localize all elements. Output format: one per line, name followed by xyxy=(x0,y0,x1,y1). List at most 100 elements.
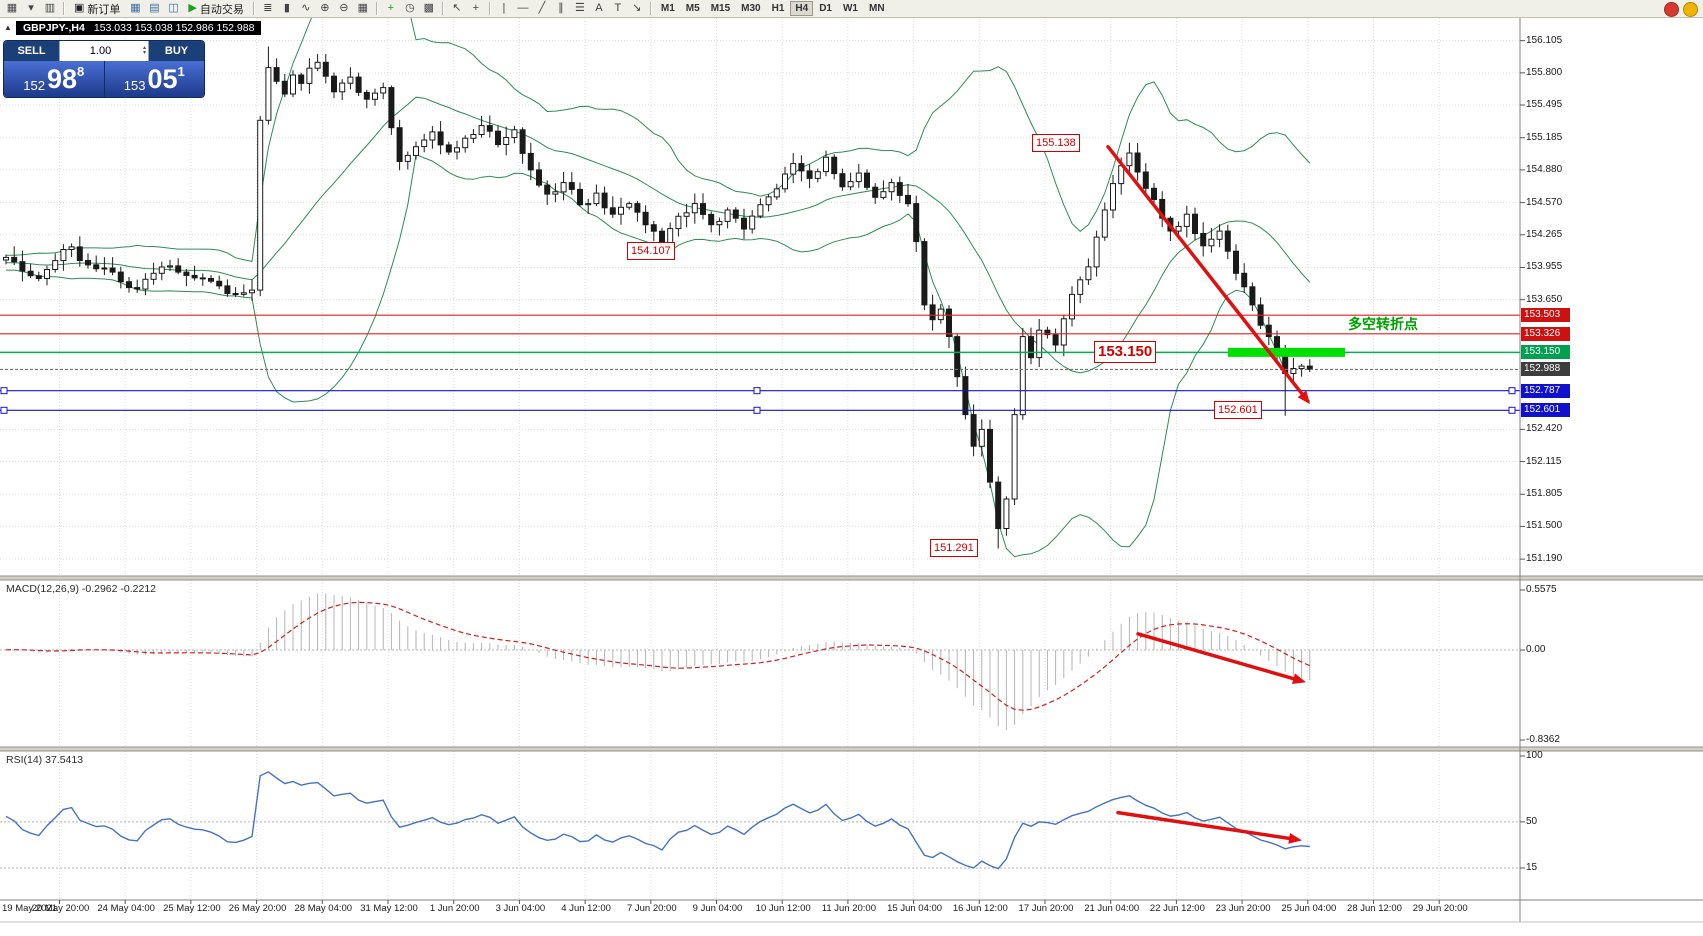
toolbar-trendline-tool-icon[interactable]: ╱ xyxy=(533,1,551,17)
toolbar-account-icon[interactable] xyxy=(1683,2,1698,17)
toolbar-market-watch-icon[interactable]: ▦ xyxy=(126,1,144,17)
sell-price[interactable]: 152 98 8 xyxy=(4,61,105,97)
volume-up-icon[interactable]: ▴ xyxy=(142,45,146,51)
toolbar: ▦ ▾ ▥ ▣ 新订单 ▦ ▤ ◫ ▶ 自动交易 ≣ ▮ ∿ ⊕ ⊖ ▦ + ◷ ▩ ↖ + | ― ╱ ∥ ☰ A T ↘ M1 M5 M1… xyxy=(0,0,1703,18)
new-chart-icon: ▦ xyxy=(6,2,18,14)
toolbar-arrows-tool-icon[interactable]: ↘ xyxy=(628,1,646,17)
toolbar-new-chart-icon[interactable]: ▦ xyxy=(3,1,21,17)
line-handle[interactable] xyxy=(1508,406,1516,414)
line-handle[interactable] xyxy=(0,406,8,414)
line-handle[interactable] xyxy=(1508,387,1516,395)
toolbar-bar-chart-mode-icon[interactable]: ≣ xyxy=(259,1,277,17)
toolbar-separator xyxy=(441,2,444,15)
timeframe-H1[interactable]: H1 xyxy=(767,1,790,16)
periods-dropdown-icon: ◷ xyxy=(405,2,415,14)
toolbar-separator xyxy=(649,2,652,15)
toolbar-separator xyxy=(375,2,378,15)
sell-price-big: 98 xyxy=(46,64,77,94)
highlight-zone[interactable] xyxy=(1228,347,1345,357)
volume-field: ▴▾ xyxy=(59,41,149,61)
toolbar-navigator-icon[interactable]: ◫ xyxy=(164,1,182,17)
candlestick-mode-icon: ▮ xyxy=(283,2,290,14)
rsi-line xyxy=(5,771,1310,870)
timeframe-M15[interactable]: M15 xyxy=(706,1,735,16)
toolbar-vertical-line-tool-icon[interactable]: | xyxy=(495,1,513,17)
line-handle[interactable] xyxy=(0,387,8,395)
volume-down-icon[interactable]: ▾ xyxy=(142,50,146,56)
toolbar-separator xyxy=(63,2,65,15)
rsi-arrow[interactable] xyxy=(1116,810,1302,844)
buy-button[interactable]: BUY xyxy=(149,41,204,61)
toolbar-autotrading-button[interactable]: ▶ 自动交易 xyxy=(183,1,248,17)
navigator-icon: ◫ xyxy=(168,2,179,14)
toolbar-tile-windows-icon[interactable]: ▦ xyxy=(354,1,372,17)
macd-arrow[interactable] xyxy=(1136,632,1306,684)
sell-price-prefix: 152 xyxy=(23,78,45,93)
toolbar-text-tool-icon[interactable]: A xyxy=(590,1,608,17)
templates-icon: ▩ xyxy=(423,2,435,14)
horizontal-line-tool-icon: ― xyxy=(517,2,529,14)
toolbar-community-icon[interactable] xyxy=(1664,2,1679,17)
new-order-icon: ▣ xyxy=(74,2,85,14)
buy-price-sup: 1 xyxy=(177,64,185,79)
toolbar-chart-dropdown-icon[interactable]: ▾ xyxy=(22,1,40,17)
toolbar-candlestick-mode-icon[interactable]: ▮ xyxy=(278,1,296,17)
timeframe-W1[interactable]: W1 xyxy=(838,1,863,16)
arrows-tool-icon: ↘ xyxy=(632,2,642,14)
toolbar-new-order-button[interactable]: ▣ 新订单 xyxy=(69,1,125,17)
toolbar-line-chart-mode-icon[interactable]: ∿ xyxy=(297,1,315,17)
channel-tool-icon: ∥ xyxy=(558,2,564,14)
toolbar-horizontal-line-tool-icon[interactable]: ― xyxy=(514,1,532,17)
market-watch-icon: ▦ xyxy=(130,2,141,14)
line-handle[interactable] xyxy=(753,387,761,395)
line-chart-mode-icon: ∿ xyxy=(301,2,311,14)
toolbar-data-window-icon[interactable]: ▤ xyxy=(145,1,163,17)
toolbar-channel-tool-icon[interactable]: ∥ xyxy=(552,1,570,17)
toolbar-indicators-add-icon[interactable]: + xyxy=(382,1,400,17)
timeframe-M1[interactable]: M1 xyxy=(656,1,680,16)
line-handle[interactable] xyxy=(753,406,761,414)
bar-chart-mode-icon: ≣ xyxy=(263,2,273,14)
autotrading-icon: ▶ xyxy=(188,2,197,14)
buy-price-prefix: 153 xyxy=(123,78,146,93)
timeframe-M30[interactable]: M30 xyxy=(736,1,765,16)
timeframe-M5[interactable]: M5 xyxy=(681,1,705,16)
toolbar-label-tool-icon[interactable]: T xyxy=(609,1,627,17)
toolbar-templates-icon[interactable]: ▩ xyxy=(420,1,438,17)
toolbar-periods-dropdown-icon[interactable]: ◷ xyxy=(401,1,419,17)
fibonacci-tool-icon: ☰ xyxy=(574,2,585,14)
data-window-icon: ▤ xyxy=(149,2,160,14)
tile-windows-icon: ▦ xyxy=(357,2,369,14)
chart-dropdown-icon: ▾ xyxy=(28,2,34,14)
toolbar-zoom-out-icon[interactable]: ⊖ xyxy=(335,1,353,17)
cursor-tool-icon: ↖ xyxy=(452,2,462,14)
crosshair-tool-icon: + xyxy=(472,2,480,14)
panel-separator[interactable] xyxy=(0,576,1703,580)
toolbar-fibonacci-tool-icon[interactable]: ☰ xyxy=(571,1,589,17)
sell-button[interactable]: SELL xyxy=(4,41,59,61)
grid xyxy=(0,18,1520,900)
trend-arrow[interactable] xyxy=(1106,144,1310,405)
trendline-tool-icon: ╱ xyxy=(538,2,546,14)
buy-price-big: 05 xyxy=(147,64,178,94)
toolbar-separator xyxy=(488,2,491,15)
timeframe-MN[interactable]: MN xyxy=(864,1,890,16)
toolbar-zoom-in-icon[interactable]: ⊕ xyxy=(316,1,334,17)
zoom-in-icon: ⊕ xyxy=(320,2,330,14)
toolbar-cursor-tool-icon[interactable]: ↖ xyxy=(448,1,466,17)
toolbar-crosshair-tool-icon[interactable]: + xyxy=(467,1,485,17)
timeframe-H4[interactable]: H4 xyxy=(790,1,814,16)
buy-price[interactable]: 153 05 1 xyxy=(104,61,204,97)
panel-separator[interactable] xyxy=(0,747,1703,751)
text-tool-icon: A xyxy=(595,2,603,14)
toolbar-profiles-icon[interactable]: ▥ xyxy=(41,1,59,17)
volume-input[interactable] xyxy=(60,44,141,58)
zoom-out-icon: ⊖ xyxy=(339,2,349,14)
volume-spinner[interactable]: ▴ ▾ xyxy=(141,45,148,56)
macd-signal-line xyxy=(5,601,1311,711)
sell-price-sup: 8 xyxy=(77,64,85,79)
timeframe-D1[interactable]: D1 xyxy=(814,1,837,16)
